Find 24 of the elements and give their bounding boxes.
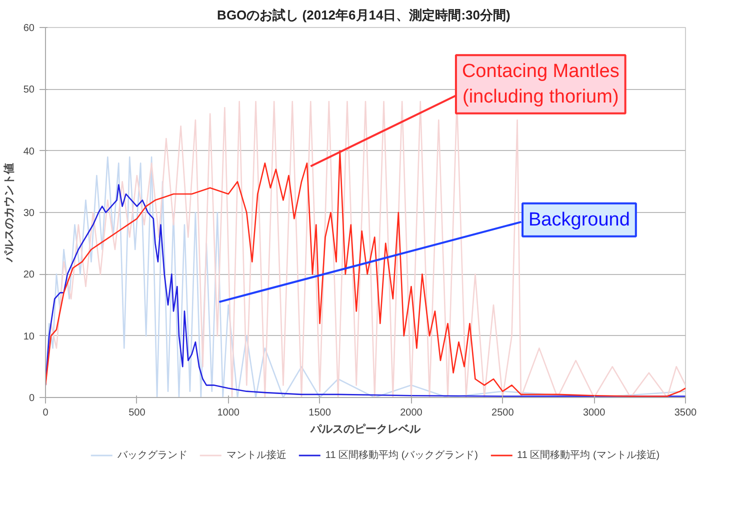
x-tick-label: 1000	[217, 408, 240, 418]
y-tick-label: 10	[23, 331, 35, 342]
y-tick-label: 50	[23, 84, 35, 96]
x-tick-label: 1500	[308, 408, 332, 418]
annotation: Contacing Mantles (including thorium)	[462, 61, 620, 108]
y-tick-label: 40	[23, 146, 35, 158]
y-tick-label: 0	[28, 393, 35, 404]
x-tick-label: 2000	[400, 408, 423, 418]
y-tick-label: 60	[23, 23, 35, 34]
x-tick-label: 3500	[674, 408, 698, 418]
x-axis-title: パルスのピークレベル	[310, 424, 422, 436]
x-tick-label: 500	[128, 408, 146, 418]
legend-label: マントル接近	[226, 448, 286, 462]
x-tick-label: 0	[42, 408, 49, 418]
legend-label: バックグランド	[117, 449, 188, 462]
x-tick-label: 3000	[582, 408, 606, 418]
y-tick-label: 30	[23, 208, 35, 219]
y-axis-title: パルスのカウント値	[2, 163, 16, 263]
chart-title: BGOのお試し (2012年6月14日、測定時間:30分間)	[217, 8, 510, 22]
legend-label: 11 区間移動平均 (マントル接近)	[517, 448, 660, 462]
x-tick-label: 2500	[492, 408, 514, 418]
legend-label: 11 区間移動平均 (バックグランド)	[325, 449, 478, 462]
annotation: Background	[528, 209, 630, 230]
y-tick-label: 20	[23, 270, 35, 281]
